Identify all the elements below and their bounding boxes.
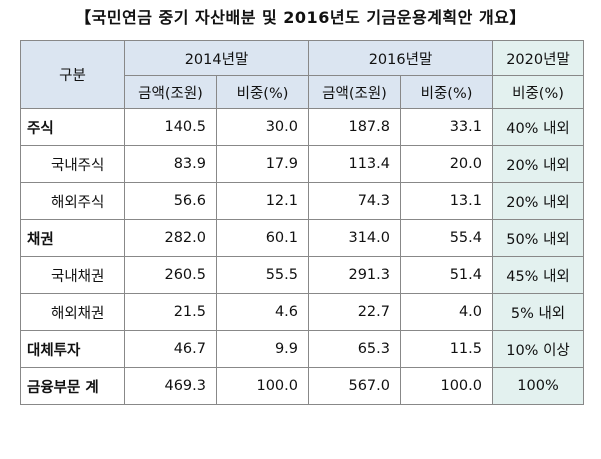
- share-2016: 13.1: [400, 182, 493, 220]
- asset-allocation-table: 구분 2014년말 2016년말 2020년말 금액(조원) 비중(%) 금액(…: [20, 40, 584, 405]
- share-2020: 20% 내외: [492, 182, 584, 220]
- amount-2016: 74.3: [308, 182, 401, 220]
- row-label: 주식: [20, 108, 125, 146]
- share-2020: 20% 내외: [492, 145, 584, 183]
- amount-2016: 113.4: [308, 145, 401, 183]
- amount-2014: 46.7: [124, 330, 217, 368]
- table-row: 채권 282.0 60.1 314.0 55.4 50% 내외: [20, 219, 584, 257]
- amount-2016: 567.0: [308, 367, 401, 405]
- row-label: 국내채권: [20, 256, 125, 294]
- share-2016: 100.0: [400, 367, 493, 405]
- table-row: 해외채권 21.5 4.6 22.7 4.0 5% 내외: [20, 293, 584, 331]
- share-2016: 11.5: [400, 330, 493, 368]
- share-2020: 5% 내외: [492, 293, 584, 331]
- table-row: 주식 140.5 30.0 187.8 33.1 40% 내외: [20, 108, 584, 146]
- share-2016: 20.0: [400, 145, 493, 183]
- amount-2014: 56.6: [124, 182, 217, 220]
- header-amount-2014: 금액(조원): [124, 75, 217, 109]
- share-2016: 51.4: [400, 256, 493, 294]
- row-label: 국내주식: [20, 145, 125, 183]
- header-share-2014: 비중(%): [216, 75, 309, 109]
- amount-2014: 83.9: [124, 145, 217, 183]
- document-title: 【국민연금 중기 자산배분 및 2016년도 기금운용계획안 개요】: [75, 8, 526, 27]
- row-label: 금융부문 계: [20, 367, 125, 405]
- table-row: 국내주식 83.9 17.9 113.4 20.0 20% 내외: [20, 145, 584, 183]
- share-2014: 9.9: [216, 330, 309, 368]
- header-share-2016: 비중(%): [400, 75, 493, 109]
- share-2016: 33.1: [400, 108, 493, 146]
- amount-2014: 260.5: [124, 256, 217, 294]
- header-2020: 2020년말: [492, 40, 584, 76]
- table-row: 국내채권 260.5 55.5 291.3 51.4 45% 내외: [20, 256, 584, 294]
- share-2014: 30.0: [216, 108, 309, 146]
- share-2020: 100%: [492, 367, 584, 405]
- amount-2016: 187.8: [308, 108, 401, 146]
- amount-2016: 291.3: [308, 256, 401, 294]
- row-label: 해외주식: [20, 182, 125, 220]
- row-label: 해외채권: [20, 293, 125, 331]
- header-row-measures: 금액(조원) 비중(%) 금액(조원) 비중(%) 비중(%): [21, 75, 584, 109]
- share-2020: 45% 내외: [492, 256, 584, 294]
- header-category: 구분: [20, 40, 125, 109]
- share-2016: 4.0: [400, 293, 493, 331]
- row-label: 대체투자: [20, 330, 125, 368]
- table-row: 대체투자 46.7 9.9 65.3 11.5 10% 이상: [20, 330, 584, 368]
- table-row: 해외주식 56.6 12.1 74.3 13.1 20% 내외: [20, 182, 584, 220]
- amount-2014: 469.3: [124, 367, 217, 405]
- amount-2016: 22.7: [308, 293, 401, 331]
- share-2020: 50% 내외: [492, 219, 584, 257]
- header-share-2020: 비중(%): [492, 75, 584, 109]
- share-2014: 12.1: [216, 182, 309, 220]
- amount-2016: 65.3: [308, 330, 401, 368]
- share-2014: 17.9: [216, 145, 309, 183]
- share-2014: 60.1: [216, 219, 309, 257]
- header-2014: 2014년말: [124, 40, 309, 76]
- amount-2014: 140.5: [124, 108, 217, 146]
- header-amount-2016: 금액(조원): [308, 75, 401, 109]
- amount-2014: 21.5: [124, 293, 217, 331]
- amount-2016: 314.0: [308, 219, 401, 257]
- header-2016: 2016년말: [308, 40, 493, 76]
- header-row-years: 구분 2014년말 2016년말 2020년말: [20, 40, 584, 109]
- row-label: 채권: [20, 219, 125, 257]
- share-2020: 10% 이상: [492, 330, 584, 368]
- share-2014: 100.0: [216, 367, 309, 405]
- share-2020: 40% 내외: [492, 108, 584, 146]
- share-2014: 4.6: [216, 293, 309, 331]
- share-2016: 55.4: [400, 219, 493, 257]
- table-row-total: 금융부문 계 469.3 100.0 567.0 100.0 100%: [20, 367, 584, 405]
- amount-2014: 282.0: [124, 219, 217, 257]
- share-2014: 55.5: [216, 256, 309, 294]
